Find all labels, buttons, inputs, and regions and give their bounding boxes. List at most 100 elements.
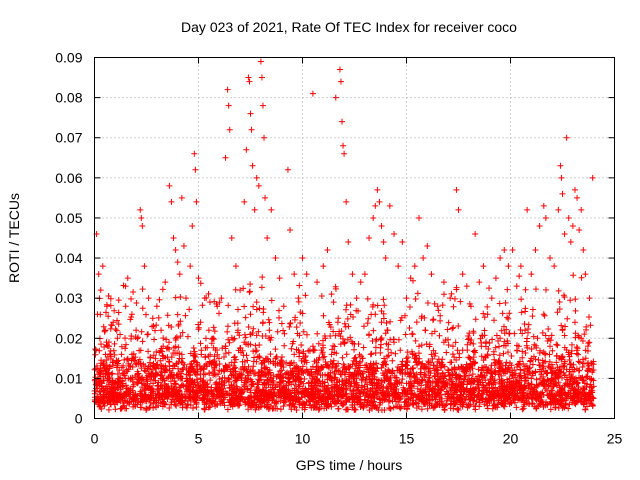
data-point: [376, 401, 383, 408]
data-point: [529, 395, 536, 402]
data-point: [405, 396, 412, 403]
data-point: [218, 295, 225, 302]
data-point: [470, 340, 477, 347]
data-point: [424, 243, 431, 250]
data-point: [499, 310, 506, 317]
data-point: [284, 394, 291, 401]
data-point: [351, 406, 358, 413]
data-point: [545, 383, 552, 390]
data-point: [173, 334, 180, 341]
data-point: [478, 372, 485, 379]
data-point: [322, 359, 329, 366]
data-point: [291, 316, 298, 323]
data-point: [551, 263, 558, 270]
data-point: [389, 357, 396, 364]
data-point: [471, 391, 478, 398]
data-point: [455, 206, 462, 213]
data-point: [395, 263, 402, 270]
data-point: [466, 354, 473, 361]
data-point: [486, 380, 493, 387]
data-point: [212, 381, 219, 388]
data-point: [205, 404, 212, 411]
data-point: [555, 370, 562, 377]
data-point: [237, 345, 244, 352]
data-point: [177, 333, 184, 340]
data-point: [120, 362, 127, 369]
data-point: [553, 396, 560, 403]
data-point: [504, 286, 511, 293]
data-point: [231, 335, 238, 342]
data-point: [132, 373, 139, 379]
data-point: [187, 350, 194, 357]
data-point: [363, 390, 370, 397]
data-point: [465, 335, 472, 342]
data-point: [364, 320, 371, 327]
data-point: [389, 398, 396, 405]
data-point: [508, 362, 515, 369]
data-point: [302, 292, 309, 299]
data-point: [557, 364, 564, 371]
data-point: [222, 343, 229, 350]
data-point: [412, 337, 419, 344]
data-point: [554, 342, 561, 349]
data-point: [505, 315, 512, 322]
data-point: [225, 375, 232, 382]
data-point: [135, 334, 142, 341]
data-point: [113, 364, 120, 371]
data-point: [473, 398, 480, 405]
data-point: [106, 343, 113, 350]
data-point: [229, 386, 236, 393]
data-point: [299, 310, 306, 317]
data-point: [348, 338, 355, 345]
data-point: [340, 142, 347, 149]
data-point: [505, 349, 512, 356]
data-point: [466, 396, 473, 403]
data-point: [540, 349, 547, 356]
data-point: [216, 388, 223, 395]
data-point: [133, 327, 140, 334]
data-point: [356, 364, 363, 371]
data-point: [261, 365, 268, 372]
data-point: [351, 355, 358, 362]
data-point: [431, 372, 438, 379]
data-point: [222, 350, 229, 357]
data-point: [249, 378, 256, 385]
data-point: [403, 295, 410, 302]
data-point: [504, 396, 511, 403]
data-point: [111, 340, 118, 347]
data-point: [377, 341, 384, 348]
data-point: [481, 363, 488, 370]
data-point: [331, 368, 338, 375]
data-point: [278, 358, 285, 365]
data-point: [361, 383, 368, 390]
data-point: [103, 357, 110, 364]
data-point: [349, 396, 356, 403]
data-point: [513, 380, 520, 387]
data-point: [394, 403, 401, 410]
data-point: [448, 290, 455, 297]
data-point: [178, 398, 185, 405]
data-point: [217, 397, 224, 404]
data-point: [454, 391, 461, 398]
data-point: [589, 402, 596, 409]
data-point: [293, 363, 300, 370]
data-point: [562, 397, 569, 404]
data-point: [170, 362, 177, 369]
data-point: [555, 287, 562, 294]
data-point: [349, 271, 356, 278]
data-point: [411, 372, 418, 379]
data-point: [501, 403, 508, 410]
data-point: [566, 357, 573, 364]
data-point: [519, 394, 526, 401]
data-point: [280, 403, 287, 410]
data-point: [221, 367, 228, 374]
data-point: [548, 332, 555, 339]
data-point: [287, 226, 294, 233]
data-point: [353, 371, 360, 378]
data-point: [517, 366, 524, 373]
data-point: [125, 386, 132, 393]
data-point: [259, 359, 266, 366]
data-point: [555, 379, 562, 386]
data-point: [532, 286, 539, 293]
data-point: [114, 371, 121, 378]
